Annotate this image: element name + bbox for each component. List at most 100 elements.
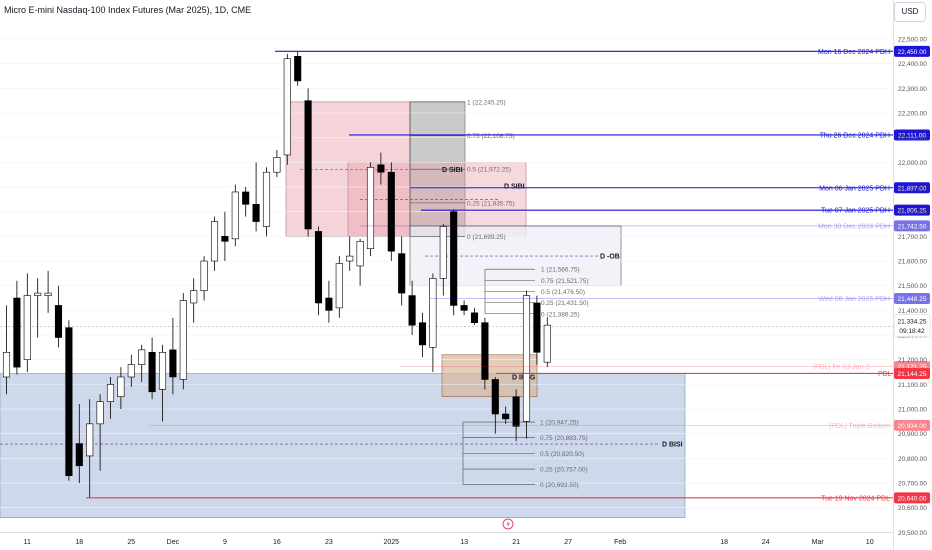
fib1-label: 0.5 (21,972.25) (467, 167, 511, 174)
x-tick-label: 18 (75, 539, 83, 546)
candle-body (2, 352, 11, 378)
x-tick-label: 13 (460, 539, 468, 546)
x-tick-label: 25 (127, 539, 135, 546)
level-price-badge-text: 20,640.00 (898, 495, 927, 502)
candle-body (13, 297, 21, 368)
candle-body (408, 295, 416, 326)
candle-body (169, 349, 177, 378)
candle-body (491, 379, 499, 415)
event-marker-icon (502, 518, 514, 530)
y-tick-label: 20,900.00 (898, 431, 927, 438)
candle-body (439, 226, 447, 279)
candle-body (325, 297, 333, 311)
y-tick-label: 22,000.00 (898, 160, 927, 167)
fib2-label: 0.25 (21,431.50) (541, 300, 589, 307)
d-ob-label: D -OB (600, 254, 620, 261)
fib3-label: 0.25 (20,757.00) (540, 467, 588, 474)
candle-body (54, 305, 63, 338)
candle-body (242, 191, 250, 205)
candle-body (210, 221, 219, 262)
level-label: Mon 16 Dec 2024 PDH (818, 49, 890, 56)
x-tick-label: 27 (564, 539, 572, 546)
x-tick-label: 9 (223, 539, 227, 546)
candle-body (262, 171, 271, 227)
y-tick-label: 21,200.00 (898, 357, 927, 364)
last-price-value: 21,334.25 (898, 319, 927, 326)
y-tick-label: 21,800.00 (898, 209, 927, 216)
fib1-label: 0.75 (22,108.75) (467, 133, 515, 140)
candle-body (75, 443, 83, 467)
x-tick-label: 2025 (384, 539, 400, 546)
y-tick-label: 21,500.00 (898, 283, 927, 290)
candle-body (304, 100, 312, 230)
level-label: Mon 30 Dec 2024 PDH (818, 223, 890, 230)
fib3-label: 1 (20,947.25) (540, 420, 579, 427)
candle-body (252, 203, 260, 222)
level-label: Tue 19 Nov 2024 PDL (821, 495, 890, 502)
candle-body (450, 211, 458, 306)
candles-layer (2, 51, 551, 498)
candle-body (221, 236, 229, 242)
candle-body (44, 292, 52, 296)
x-tick-label: 10 (866, 539, 874, 546)
candle-body (470, 312, 479, 324)
grid-layer (0, 38, 893, 533)
last-price-badge (893, 314, 931, 337)
candle-body (283, 58, 291, 156)
candle-body (106, 384, 115, 402)
candle-body (86, 423, 94, 457)
x-tick-label: 18 (720, 539, 728, 546)
level-price-badge-text: 21,144.25 (898, 371, 927, 378)
level-price-badge-text: 22,450.00 (898, 49, 927, 56)
y-tick-label: 20,800.00 (898, 456, 927, 463)
level-label: Mon 06 Jan 2025 PDH (819, 185, 890, 192)
candle-body (346, 255, 354, 262)
level-price-badge (894, 492, 930, 504)
candle-body (158, 352, 167, 390)
candle-body (314, 231, 323, 304)
candle-body (512, 396, 520, 427)
candle-body (356, 240, 364, 267)
currency-button[interactable]: USD (894, 2, 926, 22)
candle-body (190, 290, 198, 304)
candle-body (148, 352, 156, 393)
ifvg-zone (441, 354, 538, 398)
candle-body (387, 171, 395, 252)
level-price-badge (894, 292, 930, 304)
candle-body (460, 305, 468, 311)
fib2-label: 0.75 (21,521.75) (541, 278, 589, 285)
candle-body (138, 349, 146, 365)
candle-body (231, 191, 239, 240)
candle-body (502, 413, 510, 420)
level-price-badge (894, 220, 930, 232)
y-tick-label: 20,500.00 (898, 530, 927, 537)
candle-body (543, 324, 551, 363)
fib2-label: 1 (21,566.75) (541, 267, 580, 274)
level-price-badge (894, 204, 930, 216)
level-label: PDL (878, 371, 892, 378)
level-price-badge-text: 21,448.25 (898, 296, 927, 303)
x-tick-label: Dec (167, 539, 180, 546)
level-price-badge (894, 367, 930, 379)
y-tick-label: 21,400.00 (898, 308, 927, 315)
y-tick-label: 21,000.00 (898, 407, 927, 414)
candle-body (377, 164, 385, 173)
fib1-label: 0 (21,699.25) (467, 234, 506, 241)
fib3-label: 0.75 (20,883.75) (540, 435, 588, 442)
candle-body (34, 292, 42, 296)
candle-body (179, 300, 187, 380)
y-tick-label: 22,100.00 (898, 135, 927, 142)
x-tick-label: 23 (325, 539, 333, 546)
fib-layer: 1 (22,245.25) 0.75 (22,108.75) 0.5 (21,972… (0, 99, 893, 489)
x-tick-label: 11 (24, 539, 31, 546)
level-label: [PDL] Triple Bottom (829, 423, 890, 430)
level-price-badge-text: 21,806.25 (898, 208, 927, 215)
y-tick-label: 22,400.00 (898, 61, 927, 68)
fib2-label: 0.5 (21,476.50) (541, 289, 585, 296)
y-tick-label: 21,600.00 (898, 259, 927, 266)
candle-body (294, 55, 302, 82)
level-price-badge (894, 182, 930, 194)
y-tick-label: 20,600.00 (898, 505, 927, 512)
level-label: Wed 08 Jan 2025 PDH (819, 296, 890, 303)
